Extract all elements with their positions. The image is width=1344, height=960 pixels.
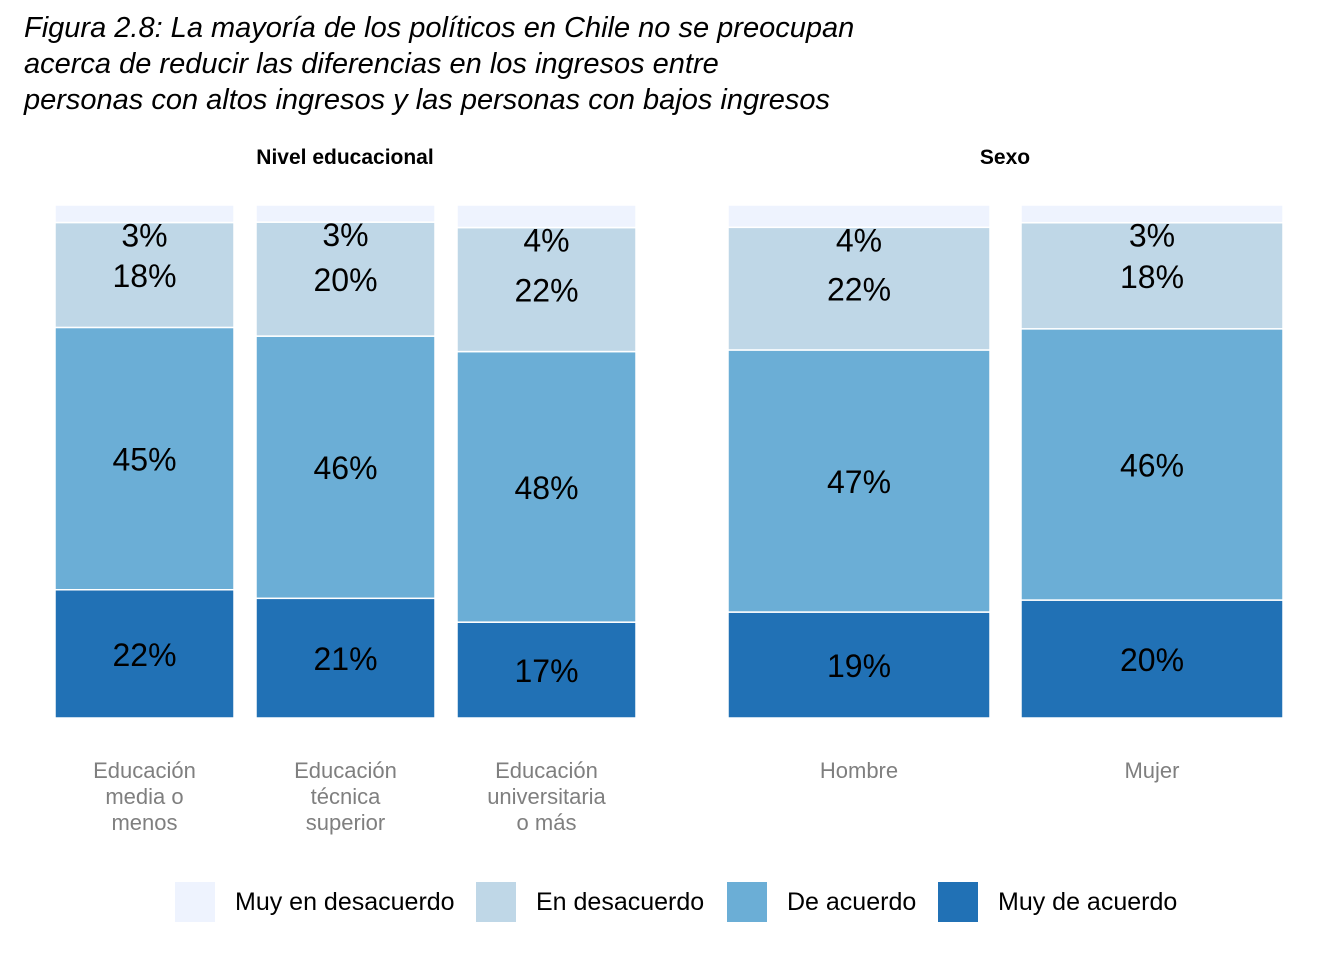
bar-segment-de-acuerdo bbox=[1020, 328, 1284, 601]
data-label: 46% bbox=[1120, 447, 1184, 483]
bar-segment-muy-en-desacuerdo bbox=[727, 204, 991, 229]
legend-swatch-muy-en-desacuerdo bbox=[175, 882, 215, 922]
data-label: 22% bbox=[514, 273, 578, 309]
legend-swatch-en-desacuerdo bbox=[476, 882, 516, 922]
data-label: 20% bbox=[1120, 642, 1184, 678]
bar-segment-en-desacuerdo bbox=[255, 221, 436, 337]
data-label: 18% bbox=[1120, 259, 1184, 295]
legend-label-de-acuerdo: De acuerdo bbox=[787, 887, 917, 916]
data-label: 48% bbox=[514, 470, 578, 506]
category-label-line: o más bbox=[517, 810, 577, 835]
chart-title: Figura 2.8: La mayoría de los políticos … bbox=[24, 10, 1024, 118]
data-label: 17% bbox=[514, 653, 578, 689]
data-label: 3% bbox=[121, 217, 167, 253]
chart-legend: Muy en desacuerdo En desacuerdo De acuer… bbox=[0, 880, 1344, 930]
title-line-1: Figura 2.8: La mayoría de los políticos … bbox=[24, 12, 855, 44]
category-label-line: media o bbox=[105, 784, 183, 809]
data-label: 46% bbox=[313, 450, 377, 486]
bar-segment-muy-en-desacuerdo bbox=[255, 204, 436, 223]
category-label-line: técnica bbox=[311, 784, 381, 809]
legend-label-muy-en-desacuerdo: Muy en desacuerdo bbox=[235, 887, 455, 916]
category-label: Educación universitaria o más bbox=[487, 758, 606, 835]
category-label-line: menos bbox=[111, 810, 177, 835]
category-label-line: Educación bbox=[495, 758, 598, 783]
category-label-line: universitaria bbox=[487, 784, 606, 809]
bar-segment-en-desacuerdo bbox=[456, 226, 637, 353]
bar-segment-muy-en-desacuerdo bbox=[456, 204, 637, 229]
category-label: Educación técnica superior bbox=[294, 758, 397, 835]
data-label: 22% bbox=[827, 272, 891, 308]
legend-item-muy-en-desacuerdo: Muy en desacuerdo bbox=[175, 880, 455, 924]
title-line-3: personas con altos ingresos y las person… bbox=[24, 84, 831, 116]
legend-item-de-acuerdo: De acuerdo bbox=[727, 880, 916, 924]
legend-label-muy-de-acuerdo: Muy de acuerdo bbox=[998, 887, 1178, 916]
category-label-line: superior bbox=[306, 810, 385, 835]
data-label: 19% bbox=[827, 648, 891, 684]
category-label: Educación media o menos bbox=[93, 758, 196, 835]
bar-segment-en-desacuerdo bbox=[54, 221, 235, 329]
panel-title: Sexo bbox=[980, 146, 1030, 169]
bar-segment-muy-de-acuerdo bbox=[54, 589, 235, 719]
data-label: 3% bbox=[322, 217, 368, 253]
panel-sexo: Sexo 19% 47% 22% 4% Hombre 20% 46% 18% 3% Mujer bbox=[727, 146, 1284, 783]
category-label-line: Hombre bbox=[820, 758, 898, 783]
data-label: 4% bbox=[836, 222, 882, 258]
panel-title: Nivel educacional bbox=[256, 146, 433, 169]
bar-segment-en-desacuerdo bbox=[727, 226, 991, 351]
data-label: 47% bbox=[827, 464, 891, 500]
bar-segment-en-desacuerdo bbox=[1020, 221, 1284, 330]
bar-segment-de-acuerdo bbox=[727, 349, 991, 613]
data-label: 20% bbox=[313, 262, 377, 298]
category-label-line: Educación bbox=[93, 758, 196, 783]
category-label: Hombre bbox=[820, 758, 898, 783]
data-label: 3% bbox=[1129, 218, 1175, 254]
data-label: 21% bbox=[313, 641, 377, 677]
bar-segment-de-acuerdo bbox=[54, 326, 235, 591]
bar-segment-muy-de-acuerdo bbox=[727, 611, 991, 719]
data-label: 18% bbox=[112, 258, 176, 294]
legend-item-muy-de-acuerdo: Muy de acuerdo bbox=[938, 880, 1177, 924]
bar-segment-de-acuerdo bbox=[255, 335, 436, 600]
category-label: Mujer bbox=[1124, 758, 1179, 783]
bar-segment-muy-en-desacuerdo bbox=[54, 204, 235, 224]
legend-swatch-de-acuerdo bbox=[727, 882, 767, 922]
title-line-2: acerca de reducir las diferencias en los… bbox=[24, 48, 719, 80]
category-label-line: Mujer bbox=[1124, 758, 1179, 783]
data-label: 4% bbox=[523, 223, 569, 259]
bar-segment-muy-en-desacuerdo bbox=[1020, 204, 1284, 224]
data-label: 22% bbox=[112, 637, 176, 673]
legend-item-en-desacuerdo: En desacuerdo bbox=[476, 880, 704, 924]
data-label: 45% bbox=[112, 442, 176, 478]
legend-label-en-desacuerdo: En desacuerdo bbox=[536, 887, 705, 916]
category-label-line: Educación bbox=[294, 758, 397, 783]
legend-swatch-muy-de-acuerdo bbox=[938, 882, 978, 922]
bar-segment-de-acuerdo bbox=[456, 350, 637, 623]
